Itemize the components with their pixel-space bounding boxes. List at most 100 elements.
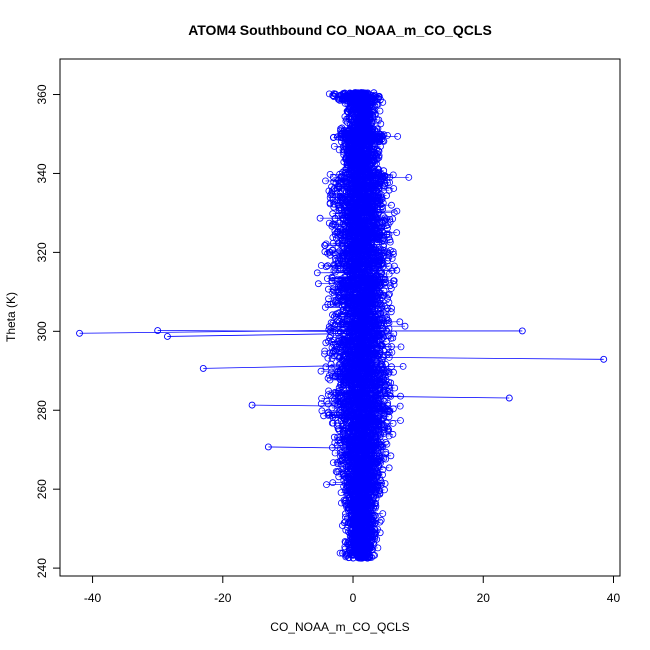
data-point [329,274,336,282]
data-point [390,277,398,285]
data-point [385,291,392,299]
data-point [389,419,397,427]
data-point [399,362,407,370]
data-point [396,318,404,326]
data-point [329,479,337,487]
data-point [370,437,378,444]
data-point [365,340,372,347]
data-point [317,400,325,408]
data-point [383,440,391,448]
data-point [325,371,333,379]
data-point [375,417,383,425]
data-point [401,322,409,330]
data-point [322,263,330,271]
data-point [380,309,388,317]
data-point [335,334,343,342]
data-point [335,292,343,300]
data-point [396,402,404,410]
data-point [390,262,398,270]
data-point [329,459,337,467]
data-point [332,257,340,265]
data-point [388,363,395,371]
data-point [340,496,348,504]
data-point [323,275,331,283]
data-point [382,448,390,456]
data-point [327,327,335,335]
data-point [323,481,330,489]
data-point [331,262,339,269]
data-point [397,417,404,424]
data-point [383,316,391,324]
data-point [338,448,346,456]
data-point [327,368,335,376]
data-point [377,438,385,446]
data-point [384,425,392,433]
data-point [397,343,405,351]
data-series [76,89,608,562]
data-point [317,262,325,269]
data-point [336,549,344,557]
data-point [385,298,393,306]
data-point [334,337,342,345]
data-point [397,392,404,400]
data-point [389,430,397,438]
series-line [366,395,510,399]
data-point [331,449,339,457]
data-point [378,324,386,332]
data-point [384,317,392,325]
data-point [377,516,385,524]
data-point [321,347,329,355]
data-point [340,434,348,442]
data-point [383,367,390,375]
data-point [342,518,349,525]
data-point [327,324,335,332]
data-point [328,279,336,286]
chart-title: ATOM4 Southbound CO_NOAA_m_CO_QCLS [188,22,492,38]
data-point [326,376,334,384]
data-point [324,391,332,399]
data-point [324,408,332,416]
data-point [325,387,333,395]
data-point [338,456,346,464]
data-point [341,538,349,545]
data-point [327,319,335,327]
data-point [387,308,395,316]
data-point [334,275,342,283]
data-point [340,330,348,338]
data-point [376,255,384,263]
data-point [325,326,333,334]
data-point [318,394,326,402]
data-point [381,486,388,494]
data-point [385,325,393,332]
data-point [328,277,336,285]
data-point [376,518,384,526]
series-line [79,329,367,334]
data-point [333,468,341,476]
data-point [379,356,387,364]
data-point [378,342,386,350]
data-point [382,438,390,446]
data-point [384,399,392,407]
data-point [374,525,381,533]
data-point [389,405,397,413]
data-point [386,247,394,254]
data-point [331,268,339,276]
data-point [347,321,354,329]
data-point [324,337,332,345]
data-point [334,317,342,325]
data-point [336,328,344,336]
data-point [385,464,393,472]
data-point [390,281,398,288]
data-point [324,300,332,308]
data-point [340,244,348,252]
data-point [337,460,345,468]
data-point [342,539,350,546]
data-point [390,330,398,338]
data-point [388,343,396,350]
plot-area [76,89,608,562]
data-point [383,423,391,431]
data-point [323,397,331,405]
data-point [374,544,382,552]
data-point [377,430,385,438]
